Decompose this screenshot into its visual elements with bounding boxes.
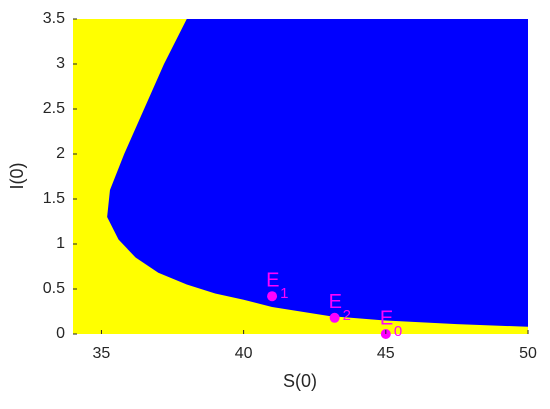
y-tick-label: 3 <box>56 55 65 72</box>
y-tick-label: 1.5 <box>43 190 65 207</box>
y-tick-label: 3.5 <box>43 10 65 27</box>
y-tick-label: 2 <box>56 145 65 162</box>
x-axis-label: S(0) <box>283 371 317 391</box>
point-subscript: 0 <box>394 323 402 340</box>
x-tick-label: 40 <box>235 345 253 362</box>
x-tick-label: 35 <box>93 345 111 362</box>
y-tick-label: 0 <box>56 325 65 342</box>
x-tick-label: 45 <box>377 345 395 362</box>
equilibrium-point <box>267 291 278 302</box>
x-tick-label: 50 <box>519 345 537 362</box>
point-subscript: 1 <box>280 285 288 302</box>
point-label: E <box>329 291 342 313</box>
point-subscript: 2 <box>343 307 351 324</box>
equilibrium-point <box>329 312 340 323</box>
y-tick-label: 1 <box>56 235 65 252</box>
basin-region <box>107 19 528 327</box>
y-tick-label: 2.5 <box>43 100 65 117</box>
point-label: E <box>266 269 279 291</box>
y-axis-label: I(0) <box>7 163 27 190</box>
y-tick-label: 0.5 <box>43 280 65 297</box>
point-label: E <box>380 307 393 329</box>
